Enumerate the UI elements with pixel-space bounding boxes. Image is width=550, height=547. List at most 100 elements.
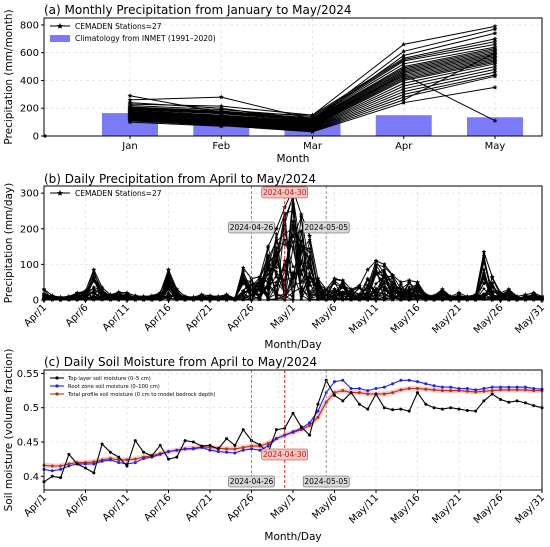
soil-moisture-point (117, 461, 121, 465)
x-tick-label: May/26 (472, 302, 506, 336)
station-point (332, 276, 337, 281)
x-tick-label: May/6 (310, 302, 339, 331)
station-point (481, 267, 486, 272)
soil-moisture-point (440, 407, 444, 411)
soil-moisture-point (250, 447, 253, 451)
station-point (274, 272, 279, 277)
station-point (498, 290, 503, 295)
soil-moisture-point (167, 457, 170, 461)
soil-moisture-point (391, 382, 395, 386)
soil-moisture-point (499, 388, 502, 392)
panel-c-ylabel: Soil moisture (volume fraction) (3, 349, 15, 512)
station-point (149, 293, 155, 298)
station-point (158, 293, 163, 298)
station-point (401, 80, 407, 86)
soil-moisture-point (457, 407, 461, 411)
station-point (83, 288, 88, 294)
station-point (91, 275, 96, 280)
station-point (401, 77, 407, 83)
x-tick-label: May/26 (472, 492, 506, 526)
soil-moisture-point (233, 447, 237, 451)
station-point (401, 91, 407, 97)
soil-moisture-point (399, 378, 403, 382)
station-point (357, 295, 362, 300)
soil-moisture-point (233, 451, 237, 455)
station-point (266, 253, 271, 258)
station-point (415, 290, 420, 295)
x-tick-label: May/31 (513, 492, 547, 526)
station-point (299, 238, 304, 243)
station-point (141, 293, 147, 299)
x-tick-label: May/6 (310, 492, 339, 521)
station-point (290, 218, 296, 223)
soil-moisture-point (499, 385, 502, 389)
station-point (127, 97, 133, 103)
station-point (401, 88, 407, 94)
station-point (381, 261, 387, 267)
soil-moisture-point (333, 393, 336, 397)
x-tick-label: Apr/26 (225, 302, 256, 333)
station-point (174, 286, 180, 292)
station-point (349, 291, 354, 296)
station-point (365, 267, 371, 272)
soil-moisture-point (175, 455, 179, 459)
station-point (398, 287, 403, 292)
soil-moisture-point (366, 389, 370, 393)
station-point (332, 278, 337, 283)
soil-moisture-point (341, 378, 345, 382)
station-point (74, 290, 80, 295)
station-point (257, 285, 262, 290)
station-point (166, 294, 171, 299)
station-point (307, 249, 312, 254)
soil-moisture-point (108, 458, 112, 462)
soil-moisture-point (84, 466, 87, 470)
station-point (66, 293, 72, 299)
soil-moisture-point (241, 448, 245, 452)
soil-moisture-point (266, 444, 270, 448)
panel-b-title: (b) Daily Precipitation from April to Ma… (44, 172, 316, 186)
station-point (282, 237, 287, 242)
soil-moisture-point (142, 450, 146, 454)
soil-moisture-point (357, 387, 361, 391)
station-point (124, 290, 130, 295)
soil-moisture-point (465, 387, 469, 391)
station-point (340, 294, 345, 299)
x-tick-label: May/31 (513, 302, 547, 336)
soil-moisture-point (258, 448, 262, 452)
station-point (215, 293, 221, 299)
soil-moisture-point (532, 387, 536, 391)
station-point (241, 272, 246, 277)
soil-moisture-point (50, 464, 54, 468)
annotation-label: 2024-05-05 (304, 223, 348, 232)
station-point (406, 277, 412, 283)
station-point (266, 267, 271, 272)
station-point (473, 292, 479, 297)
panel-a-title: (a) Monthly Precipitation from January t… (44, 3, 352, 17)
soil-moisture-point (117, 455, 121, 459)
soil-moisture-point (283, 426, 287, 430)
soil-moisture-point (274, 428, 278, 432)
station-point (166, 279, 171, 284)
y-tick-label: 400 (20, 76, 39, 87)
soil-moisture-point (117, 458, 121, 462)
soil-moisture-point (67, 464, 71, 468)
soil-moisture-point (391, 391, 395, 395)
station-point (492, 41, 498, 47)
station-point (249, 293, 254, 298)
soil-moisture-point (92, 462, 96, 466)
station-point (390, 280, 395, 285)
station-point (415, 292, 420, 297)
station-point (531, 294, 536, 299)
station-point (398, 279, 404, 285)
soil-moisture-point (258, 443, 262, 447)
station-point (141, 296, 146, 301)
y-tick-label: 600 (20, 48, 39, 59)
station-point (506, 290, 511, 295)
station-point (127, 93, 133, 98)
station-point (423, 292, 429, 297)
station-point (490, 294, 495, 299)
station-point (514, 293, 520, 299)
station-point (207, 293, 213, 298)
soil-moisture-point (225, 447, 229, 451)
